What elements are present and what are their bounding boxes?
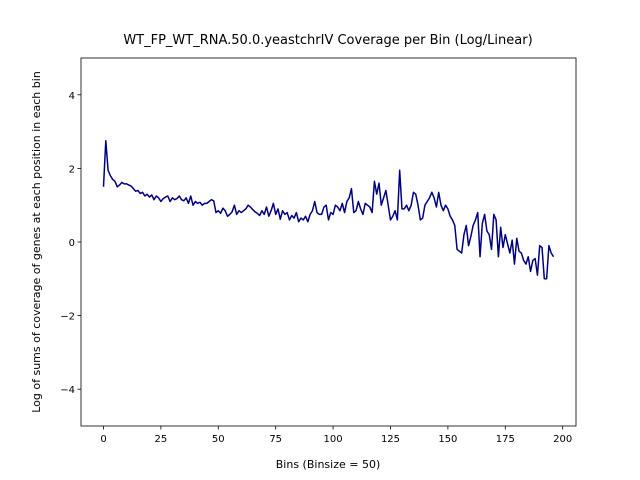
x-tick-label: 50	[212, 434, 225, 445]
x-tick-label: 100	[324, 434, 343, 445]
data-line	[102, 140, 555, 280]
y-tick-label: −2	[60, 312, 75, 323]
x-tick-label: 175	[496, 434, 515, 445]
x-tick-label: 0	[100, 434, 106, 445]
chart-title: WT_FP_WT_RNA.50.0.yeastchrIV Coverage pe…	[123, 33, 532, 48]
x-tick-label: 125	[381, 434, 400, 445]
y-axis-label: Log of sums of coverage of genes at each…	[30, 71, 43, 413]
x-tick-label: 200	[553, 434, 572, 445]
y-tick-label: 4	[69, 91, 75, 102]
x-axis-label: Bins (Binsize = 50)	[276, 458, 381, 471]
y-tick-label: −4	[60, 385, 75, 396]
x-tick-label: 75	[269, 434, 282, 445]
y-tick-label: 2	[69, 164, 75, 175]
x-tick-label: 25	[155, 434, 168, 445]
x-tick-label: 150	[438, 434, 457, 445]
plot-frame	[80, 57, 577, 427]
y-tick-label: 0	[69, 238, 75, 249]
